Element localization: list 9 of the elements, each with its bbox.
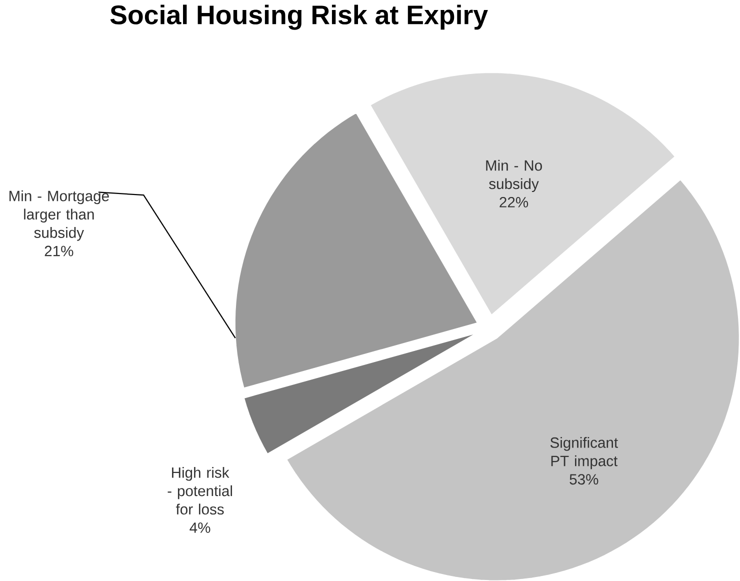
data-label: 21% bbox=[44, 246, 74, 256]
slice-label: Min - Mortgage larger than subsidy bbox=[9, 190, 109, 241]
data-label: 22% bbox=[500, 196, 528, 208]
data-label: 4% bbox=[190, 522, 210, 533]
slice-label: High risk - potential for loss bbox=[168, 466, 232, 514]
chart-title: Social Housing Risk at Expiry bbox=[110, 4, 488, 30]
slice-label: Min - No subsidy bbox=[486, 160, 542, 192]
slice-label: Significant PT impact bbox=[550, 436, 618, 469]
data-label: 53% bbox=[570, 474, 598, 484]
